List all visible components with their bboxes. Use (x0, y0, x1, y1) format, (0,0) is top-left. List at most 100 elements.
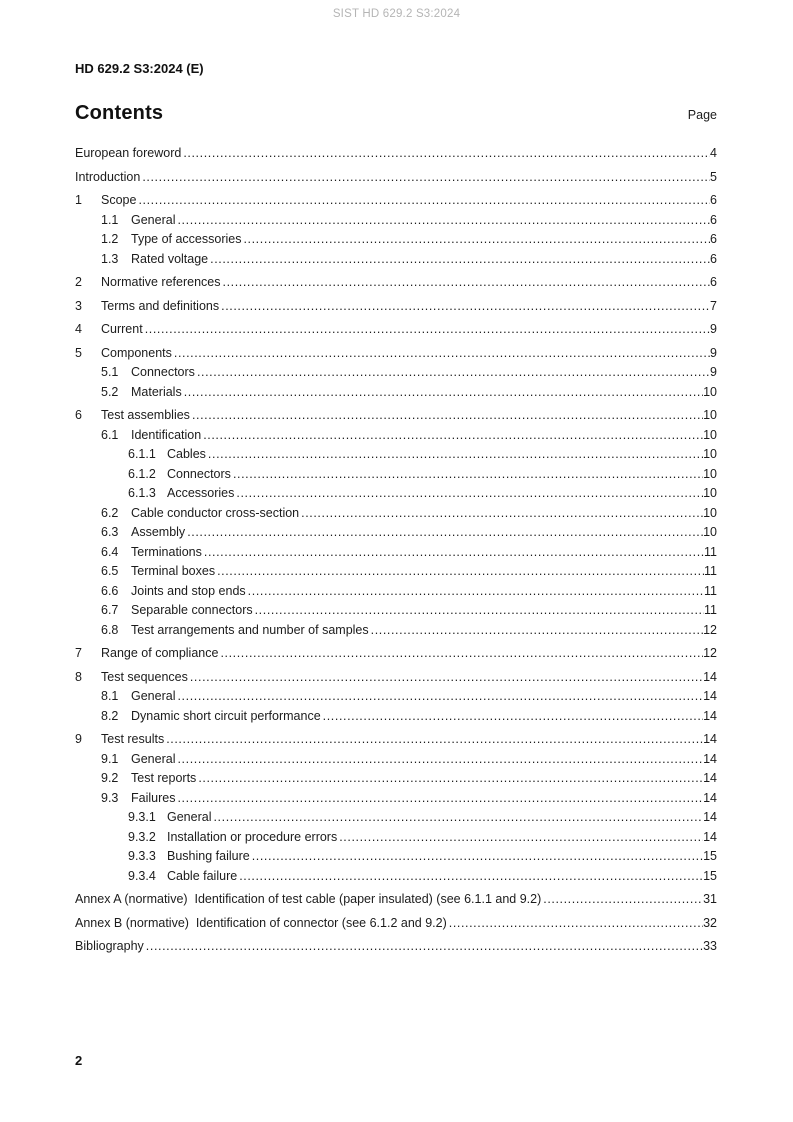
toc-entry-number: 5.2 (101, 384, 119, 399)
toc-entry[interactable]: 4 Current 9 (75, 322, 717, 336)
toc-entry-page: 9 (710, 322, 717, 336)
toc-entry[interactable]: 6.1.1 Cables 10 (128, 447, 717, 461)
toc-leader-dots (449, 916, 703, 930)
toc-entry[interactable]: 6.1.2 Connectors 10 (128, 467, 717, 481)
toc-entry[interactable]: 6.6 Joints and stop ends 11 (101, 584, 717, 598)
toc-entry[interactable]: 6.5 Terminal boxes 11 (101, 564, 717, 578)
toc-entry[interactable]: 6.8 Test arrangements and number of samp… (101, 623, 717, 637)
toc-leader-dots (174, 346, 710, 360)
toc-entry[interactable]: 8 Test sequences 14 (75, 670, 717, 684)
toc-list: European foreword 4 Introduction 5 1 Sco… (75, 146, 717, 953)
toc-entry[interactable]: Annex B (normative) Identification of co… (75, 916, 717, 930)
toc-entry[interactable]: 5.1 Connectors 9 (101, 365, 717, 379)
toc-entry-label: Accessories (167, 486, 235, 500)
toc-entry[interactable]: 2 Normative references 6 (75, 275, 717, 289)
toc-entry-number: 6.1.1 (128, 447, 156, 461)
toc-entry[interactable]: Introduction 5 (75, 170, 717, 184)
toc-entry[interactable]: 6.1 Identification 10 (101, 428, 717, 442)
toc-entry[interactable]: 6.7 Separable connectors 11 (101, 603, 717, 617)
toc-entry-page: 11 (704, 544, 717, 559)
toc-entry[interactable]: Annex A (normative) Identification of te… (75, 892, 717, 906)
toc-entry[interactable]: 9 Test results 14 (75, 732, 717, 746)
toc-entry[interactable]: 9.3.2 Installation or procedure errors 1… (128, 830, 717, 844)
toc-entry[interactable]: 6.1.3 Accessories 10 (128, 486, 717, 500)
toc-entry-page: 10 (703, 466, 717, 481)
toc-entry[interactable]: 1 Scope 6 (75, 193, 717, 207)
toc-entry-number: 1.3 (101, 251, 119, 266)
toc-entry-label: Components (101, 345, 172, 360)
toc-entry[interactable]: 9.3 Failures 14 (101, 791, 717, 805)
watermark-title: SIST HD 629.2 S3:2024 (332, 8, 461, 20)
toc-entry[interactable]: 1.1 General 6 (101, 213, 717, 227)
toc-entry-label: Rated voltage (131, 251, 209, 266)
toc-entry[interactable]: 1.2 Type of accessories 6 (101, 232, 717, 246)
toc-leader-dots (177, 752, 703, 766)
toc-entry-number: 6.3 (101, 525, 119, 539)
toc-entry-page: 14 (703, 689, 717, 703)
toc-entry-page: 10 (703, 505, 717, 520)
toc-entry-label: Cables (167, 447, 206, 461)
toc-leader-dots (339, 830, 703, 844)
toc-entry[interactable]: 6.3 Assembly 10 (101, 525, 717, 539)
toc-entry-page: 32 (703, 915, 717, 930)
toc-entry[interactable]: 6.2 Cable conductor cross-section 10 (101, 506, 717, 520)
toc-entry-number: 6.2 (101, 505, 119, 520)
toc-leader-dots (183, 146, 710, 160)
toc-entry[interactable]: 9.3.3 Bushing failure 15 (128, 849, 717, 863)
toc-entry-label: Test reports (131, 771, 197, 785)
toc-entry[interactable]: 3 Terms and definitions 7 (75, 299, 717, 313)
toc-entry-label: General (131, 689, 176, 703)
toc-entry-label: Test results (101, 732, 165, 746)
toc-entry[interactable]: 7 Range of compliance 12 (75, 646, 717, 660)
toc-leader-dots (233, 467, 703, 481)
toc-entry[interactable]: 9.3.4 Cable failure 15 (128, 869, 717, 883)
toc-entry[interactable]: 8.2 Dynamic short circuit performance 14 (101, 709, 717, 723)
toc-entry-number: 6 (75, 408, 82, 422)
toc-entry-page: 15 (703, 849, 717, 863)
toc-leader-dots (213, 810, 703, 824)
toc-entry-page: 7 (710, 298, 717, 313)
toc-entry[interactable]: European foreword 4 (75, 146, 717, 160)
footer-page-number: 2 (75, 1053, 83, 1068)
toc-entry-label: Scope (101, 193, 137, 207)
toc-entry-page: 4 (710, 146, 717, 160)
toc-leader-dots (223, 275, 711, 289)
toc-entry-label: Range of compliance (101, 646, 219, 660)
toc-entry-page: 10 (703, 408, 717, 422)
toc-entry[interactable]: 8.1 General 14 (101, 689, 717, 703)
toc-entry-page: 10 (703, 384, 717, 399)
toc-entry-number: 6.4 (101, 544, 119, 559)
toc-entry-number: 6.1.2 (128, 466, 156, 481)
toc-entry-number: 6.7 (101, 603, 119, 617)
toc-entry-label: Introduction (75, 169, 141, 184)
toc-entry[interactable]: 5 Components 9 (75, 346, 717, 360)
toc-entry-label: Annex A (normative) Identification of te… (75, 892, 542, 906)
toc-leader-dots (243, 232, 710, 246)
toc-entry[interactable]: 6.4 Terminations 11 (101, 545, 717, 559)
toc-entry-number: 9.3 (101, 790, 119, 805)
toc-leader-dots (203, 428, 703, 442)
toc-entry-label: Current (101, 322, 143, 336)
toc-leader-dots (236, 486, 703, 500)
toc-entry-label: Normative references (101, 275, 221, 289)
toc-entry-number: 5.1 (101, 365, 119, 379)
toc-entry[interactable]: 1.3 Rated voltage 6 (101, 252, 717, 266)
toc-entry-label: General (131, 212, 176, 227)
toc-entry[interactable]: 9.2 Test reports 14 (101, 771, 717, 785)
toc-entry-page: 31 (703, 892, 717, 906)
toc-entry[interactable]: Bibliography 33 (75, 939, 717, 953)
toc-leader-dots (301, 506, 703, 520)
contents-title: Contents (75, 102, 164, 124)
toc-entry-label: Cable conductor cross-section (131, 505, 300, 520)
toc-leader-dots (177, 791, 703, 805)
toc-entry-page: 9 (710, 365, 717, 379)
toc-entry[interactable]: 9.1 General 14 (101, 752, 717, 766)
toc-entry-number: 2 (75, 275, 82, 289)
toc-entry-page: 14 (703, 732, 717, 746)
toc-entry-page: 14 (703, 751, 717, 766)
toc-entry[interactable]: 5.2 Materials 10 (101, 385, 717, 399)
toc-entry[interactable]: 9.3.1 General 14 (128, 810, 717, 824)
toc-entry-number: 1 (75, 193, 82, 207)
toc-leader-dots (177, 213, 710, 227)
toc-entry[interactable]: 6 Test assemblies 10 (75, 408, 717, 422)
